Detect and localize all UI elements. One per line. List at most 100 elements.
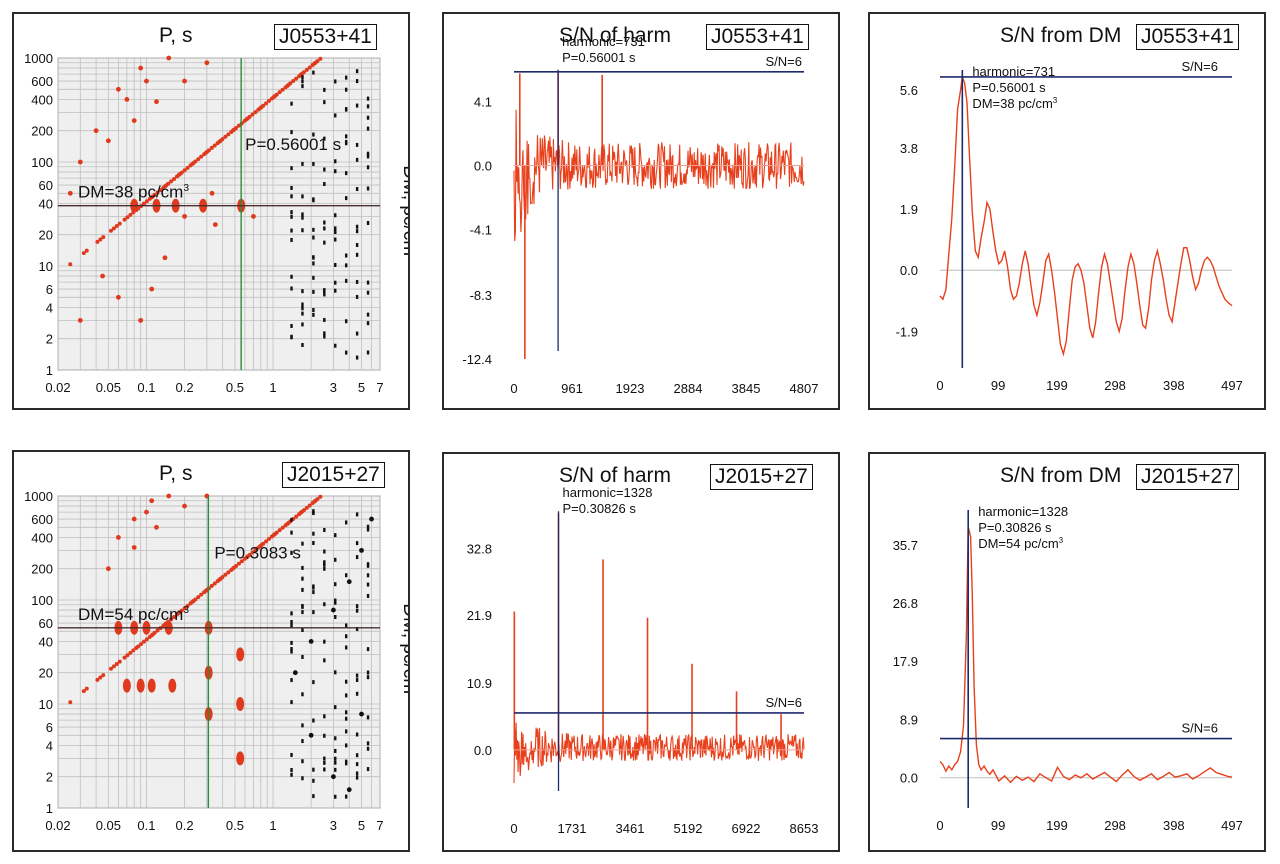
data-point <box>122 655 127 660</box>
data-point <box>301 776 304 781</box>
chart-title: S/N of harm <box>559 464 672 487</box>
data-point <box>312 778 315 783</box>
data-point <box>301 79 304 84</box>
data-point <box>174 612 179 617</box>
data-point <box>269 96 274 101</box>
data-point <box>331 607 336 613</box>
plot-area <box>57 57 381 371</box>
data-point <box>166 493 172 499</box>
data-point <box>290 185 293 190</box>
data-point <box>300 509 305 514</box>
data-point <box>312 198 315 203</box>
y-tick-label: 0.0 <box>900 263 918 278</box>
data-point <box>344 87 348 92</box>
signal-trace <box>939 76 1233 357</box>
data-point <box>188 163 193 168</box>
data-point <box>312 509 315 514</box>
data-point <box>115 294 121 300</box>
data-point <box>323 292 326 297</box>
harmonic-annotation: harmonic=1328 <box>978 504 1068 519</box>
data-point <box>334 237 337 242</box>
data-point <box>168 678 177 693</box>
data-point <box>236 647 245 662</box>
data-point <box>334 705 337 710</box>
pulsar-name-box: J2015+27 <box>282 462 385 488</box>
y-tick-label: 21.9 <box>467 608 492 623</box>
y-tick-label: 2 <box>46 332 53 347</box>
data-point <box>344 716 348 721</box>
y-tick-label: 4.1 <box>474 94 492 109</box>
data-point <box>355 678 359 683</box>
data-point <box>81 251 86 256</box>
data-point <box>301 311 304 316</box>
data-point <box>312 540 315 545</box>
x-tick-label: 298 <box>1104 378 1126 393</box>
data-point <box>164 183 169 188</box>
data-point <box>212 143 217 148</box>
data-point <box>134 208 139 213</box>
data-point <box>301 215 304 220</box>
data-point <box>105 138 111 144</box>
data-point <box>301 161 304 166</box>
data-point <box>308 732 314 738</box>
data-point <box>223 572 228 577</box>
x-tick-label: 99 <box>991 378 1005 393</box>
data-point <box>114 223 119 228</box>
data-point <box>138 65 144 71</box>
data-point <box>334 262 337 267</box>
data-point <box>312 235 315 240</box>
data-point <box>196 595 201 600</box>
data-point <box>312 531 315 536</box>
data-point <box>177 172 182 177</box>
data-point <box>154 99 159 105</box>
data-point <box>355 608 359 613</box>
data-point <box>355 626 359 631</box>
data-point <box>334 756 337 761</box>
x-tick-label: 0 <box>936 378 943 393</box>
data-point <box>301 212 304 217</box>
data-point <box>366 593 370 598</box>
data-point <box>67 190 73 196</box>
data-point <box>366 186 370 191</box>
data-point <box>131 516 137 522</box>
signal-trace <box>513 722 805 784</box>
data-point <box>366 280 370 285</box>
data-point <box>290 194 293 199</box>
dm-sn-plot: 0 99 199 298 398 497 35.7 26.8 17.9 8.9 0.0 S/N=6 ha… <box>893 504 1243 833</box>
data-point <box>323 182 326 187</box>
data-point <box>344 693 348 698</box>
data-point <box>290 237 293 242</box>
data-point <box>174 174 179 179</box>
data-point <box>344 573 348 578</box>
data-point <box>280 525 285 530</box>
data-point <box>313 498 318 503</box>
x-tick-label: 1 <box>269 818 276 833</box>
y-tick-label: -8.3 <box>470 288 492 303</box>
data-point <box>232 127 237 132</box>
data-point <box>122 678 131 693</box>
y-tick-label: 20 <box>39 228 53 243</box>
data-point <box>355 142 359 147</box>
data-point <box>301 322 304 327</box>
data-point <box>272 94 277 99</box>
data-point <box>323 714 326 719</box>
data-point <box>242 556 247 561</box>
x-tick-label: 0 <box>510 381 517 396</box>
data-point <box>323 566 326 571</box>
y-tick-label: 10.9 <box>467 676 492 691</box>
data-point <box>344 319 348 324</box>
data-point <box>98 675 103 680</box>
data-point <box>209 145 214 150</box>
data-point <box>301 628 304 633</box>
data-point <box>366 715 370 720</box>
data-point <box>334 794 337 799</box>
data-point <box>301 84 304 89</box>
data-point <box>323 87 326 92</box>
data-point <box>334 670 337 675</box>
data-point <box>122 217 127 222</box>
period-dm-plot: 0.02 0.05 0.1 0.2 0.5 1 3 5 7 1 2 4 6 10 20 40 60 100 200 4… <box>24 489 408 833</box>
data-point <box>344 171 348 176</box>
data-point <box>172 614 177 619</box>
y-tick-label: 0.0 <box>474 743 492 758</box>
x-tick-label: 497 <box>1221 818 1243 833</box>
